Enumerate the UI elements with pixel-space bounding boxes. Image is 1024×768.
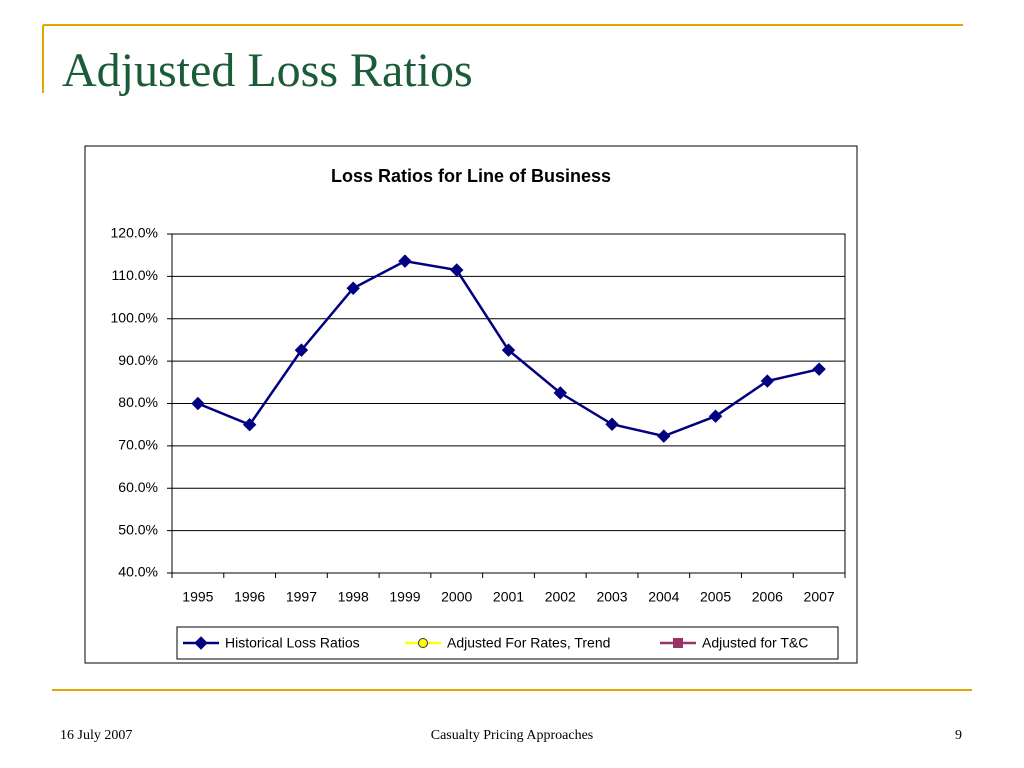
data-point: [450, 263, 464, 277]
data-point: [657, 429, 671, 443]
footer-center: Casualty Pricing Approaches: [431, 728, 594, 743]
legend-marker: [418, 638, 428, 648]
legend-label: Historical Loss Ratios: [225, 635, 360, 651]
data-point: [242, 417, 257, 432]
data-point: [812, 362, 826, 376]
x-tick-label: 2000: [441, 589, 472, 605]
footer-date: 16 July 2007: [60, 728, 132, 743]
page-number: 9: [955, 728, 962, 743]
data-point: [605, 417, 619, 431]
legend-label: Adjusted For Rates, Trend: [447, 635, 610, 651]
y-tick-label: 70.0%: [118, 437, 158, 453]
y-tick-label: 110.0%: [112, 267, 158, 283]
legend-marker: [194, 636, 208, 650]
data-point: [398, 254, 412, 268]
y-tick-label: 40.0%: [118, 564, 158, 580]
y-tick-label: 100.0%: [111, 309, 158, 325]
x-tick-label: 1998: [338, 589, 369, 605]
data-point: [501, 343, 516, 357]
data-point: [708, 409, 723, 423]
data-point: [760, 374, 775, 388]
legend-marker: [673, 638, 683, 648]
y-tick-label: 60.0%: [118, 479, 158, 495]
x-tick-label: 2004: [648, 589, 679, 605]
y-tick-label: 120.0%: [111, 225, 158, 241]
data-point: [294, 343, 309, 357]
data-point: [346, 281, 360, 295]
data-point: [191, 396, 205, 411]
x-tick-label: 2001: [493, 589, 524, 605]
y-tick-label: 50.0%: [118, 521, 158, 537]
legend-box: [176, 626, 839, 660]
x-tick-label: 1996: [234, 589, 265, 605]
y-tick-label: 80.0%: [118, 394, 158, 410]
legend-label: Adjusted for T&C: [702, 635, 808, 651]
x-tick-label: 2005: [700, 589, 731, 605]
slide-title: Adjusted Loss Ratios: [62, 44, 473, 97]
data-point: [553, 386, 567, 400]
x-tick-label: 2003: [596, 589, 627, 605]
x-tick-label: 1997: [286, 589, 317, 605]
x-tick-label: 1995: [182, 589, 213, 605]
x-tick-label: 2002: [545, 589, 576, 605]
y-tick-label: 90.0%: [118, 352, 158, 368]
x-tick-label: 2007: [804, 589, 835, 605]
chart-title: Loss Ratios for Line of Business: [331, 166, 611, 186]
x-tick-label: 2006: [752, 589, 783, 605]
x-tick-label: 1999: [389, 589, 420, 605]
